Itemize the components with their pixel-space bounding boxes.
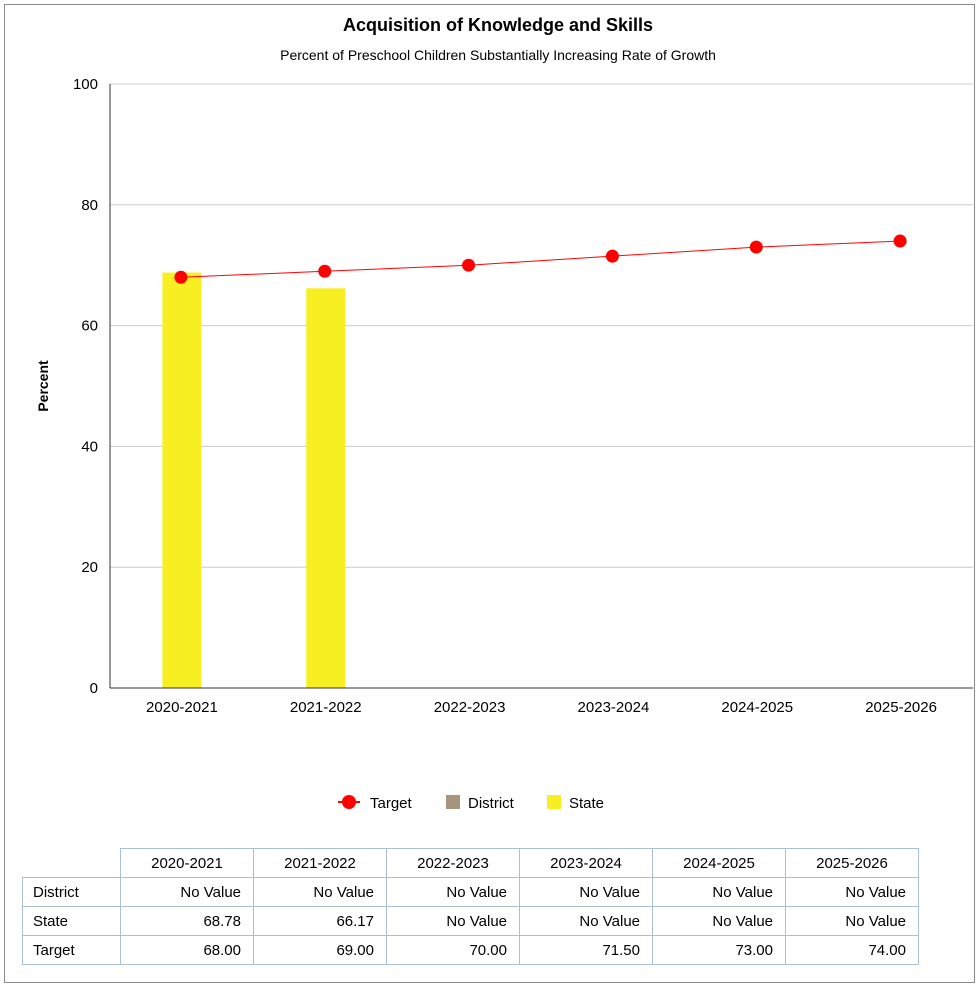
table-column-header: 2022-2023 <box>386 848 520 878</box>
x-tick-label: 2025-2026 <box>865 699 937 716</box>
table-column-header: 2024-2025 <box>652 848 786 878</box>
chart-subtitle: Percent of Preschool Children Substantia… <box>280 47 716 63</box>
table-cell: No Value <box>386 877 520 907</box>
table-cell: No Value <box>785 906 919 936</box>
table-column-header: 2023-2024 <box>519 848 653 878</box>
table-row-label: District <box>22 877 121 907</box>
table-corner <box>22 848 121 878</box>
table-row-label: Target <box>22 935 121 965</box>
legend-label: District <box>468 795 515 812</box>
gridlines <box>110 83 973 568</box>
table-cell: No Value <box>386 906 520 936</box>
table-cell: No Value <box>519 906 653 936</box>
table-cell: 73.00 <box>652 935 786 965</box>
y-tick-label: 60 <box>81 318 98 335</box>
target-point <box>462 258 476 272</box>
bar-state <box>306 288 346 688</box>
table-column-header: 2020-2021 <box>120 848 254 878</box>
y-tick-label: 0 <box>90 680 98 697</box>
data-table: 2020-2021 2021-2022 2022-2023 2023-2024 … <box>22 848 919 965</box>
table-cell: No Value <box>652 877 786 907</box>
chart-frame <box>4 4 975 983</box>
y-tick-label: 80 <box>81 197 98 214</box>
legend-marker-swatch <box>342 795 356 809</box>
table-column-header: 2021-2022 <box>253 848 387 878</box>
x-tick-label: 2021-2022 <box>290 699 362 716</box>
target-point <box>174 270 188 284</box>
table-cell: No Value <box>785 877 919 907</box>
legend-label: State <box>569 795 604 812</box>
table-column-header: 2025-2026 <box>785 848 919 878</box>
target-point <box>318 264 332 278</box>
table-cell: 70.00 <box>386 935 520 965</box>
table-cell: 68.78 <box>120 906 254 936</box>
x-tick-label: 2024-2025 <box>721 699 793 716</box>
table-cell: 66.17 <box>253 906 387 936</box>
x-tick-label: 2023-2024 <box>578 699 650 716</box>
bar-state <box>162 272 202 688</box>
table-cell: No Value <box>253 877 387 907</box>
table-cell: No Value <box>652 906 786 936</box>
chart: Acquisition of Knowledge and Skills Perc… <box>35 15 973 812</box>
y-tick-label: 100 <box>73 76 98 93</box>
y-tick-label: 40 <box>81 438 98 455</box>
target-point <box>893 234 907 248</box>
x-tick-label: 2022-2023 <box>434 699 506 716</box>
legend: Target District State <box>338 795 604 812</box>
table-cell: 69.00 <box>253 935 387 965</box>
target-line-path <box>180 240 901 278</box>
y-axis-label: Percent <box>35 360 51 412</box>
table-cell: 74.00 <box>785 935 919 965</box>
table-row-state: State 68.78 66.17 No Value No Value No V… <box>22 906 919 936</box>
bars <box>162 272 346 688</box>
table-row-district: District No Value No Value No Value No V… <box>22 877 919 907</box>
chart-title: Acquisition of Knowledge and Skills <box>343 15 653 35</box>
table-row-label: State <box>22 906 121 936</box>
table-header-row: 2020-2021 2021-2022 2022-2023 2023-2024 … <box>22 848 919 878</box>
legend-box-swatch <box>547 795 561 809</box>
y-tick-label: 20 <box>81 559 98 576</box>
table-cell: No Value <box>519 877 653 907</box>
target-point <box>749 240 763 254</box>
legend-item-target: Target <box>338 795 413 812</box>
legend-item-district: District <box>446 795 515 812</box>
legend-label: Target <box>370 795 413 812</box>
table-cell: 71.50 <box>519 935 653 965</box>
table-cell: 68.00 <box>120 935 254 965</box>
table-row-target: Target 68.00 69.00 70.00 71.50 73.00 74.… <box>22 935 919 965</box>
x-tick-label: 2020-2021 <box>146 699 218 716</box>
table-cell: No Value <box>120 877 254 907</box>
legend-item-state: State <box>547 795 604 812</box>
target-line <box>174 234 907 284</box>
target-point <box>605 249 619 263</box>
legend-box-swatch <box>446 795 460 809</box>
axes: 0 20 40 60 80 100 2020-2021 2021-2022 2022-2023 2… <box>73 76 973 716</box>
